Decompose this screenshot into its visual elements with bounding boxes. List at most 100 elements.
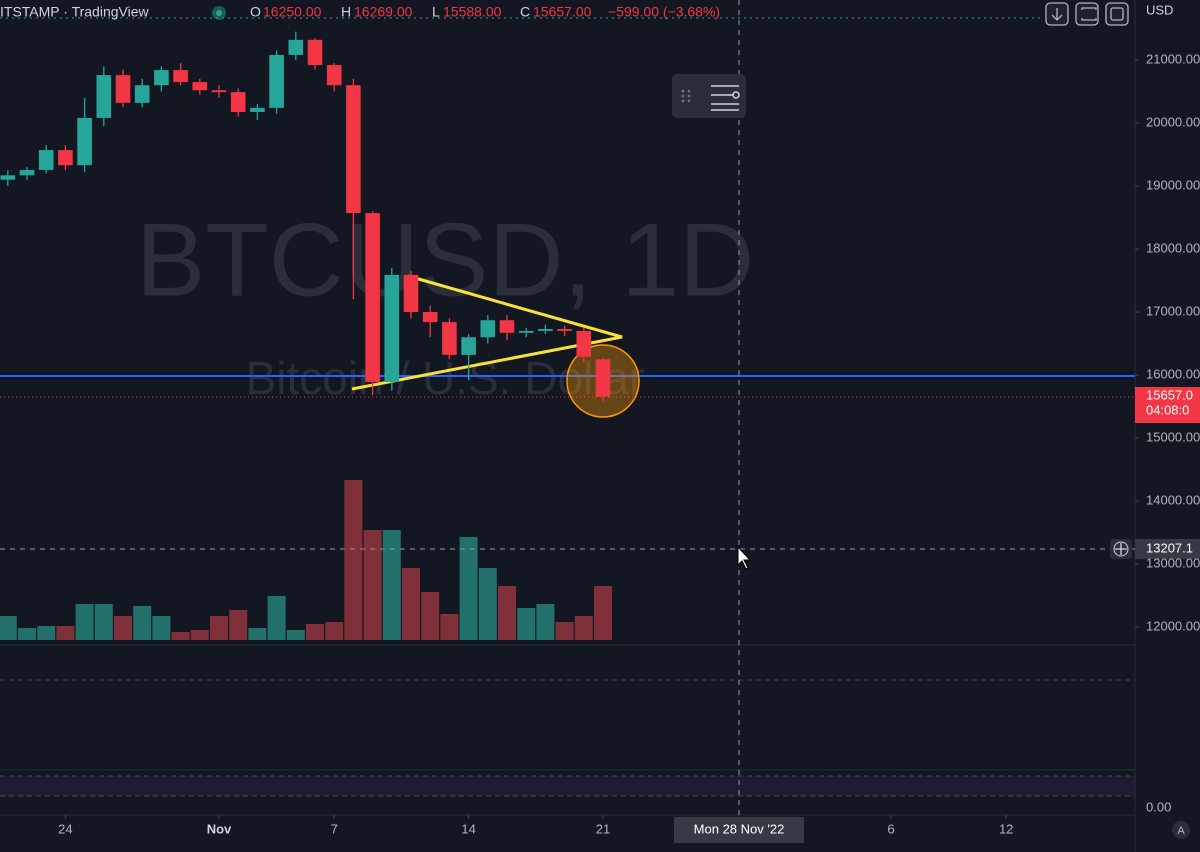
y-tick-label: 12000.00: [1146, 619, 1200, 634]
last-price-label: 15657.0: [1146, 387, 1193, 402]
volume-bar: [209, 616, 229, 640]
y-tick-label: 19000.00: [1146, 177, 1200, 192]
volume-bar: [171, 632, 190, 640]
x-tick-label: 7: [331, 821, 338, 836]
volume-bar: [382, 530, 401, 640]
volume-bar: [267, 596, 286, 640]
candle-body: [58, 150, 73, 166]
fullscreen-icon: [1110, 7, 1124, 21]
market-status-dot: [216, 10, 222, 16]
candle-body: [211, 90, 227, 93]
ohlc-key: H: [341, 4, 351, 20]
watermark-name: Bitcoin / U.S. Dollar: [246, 352, 645, 404]
pennant-drawing[interactable]: [351, 274, 623, 391]
floating-toolbar[interactable]: [672, 74, 746, 118]
x-tick-label: Nov: [207, 821, 232, 836]
ohlc-value: 15588.00: [443, 4, 502, 20]
volume-bar: [248, 628, 267, 640]
volume-bar: [421, 592, 440, 640]
volume-bar: [56, 626, 75, 640]
drag-handle[interactable]: [681, 89, 691, 103]
volume-bar: [555, 622, 574, 640]
y-tick-label: 13000.00: [1146, 556, 1200, 571]
candle-body: [77, 117, 92, 166]
candle-body: [115, 75, 131, 103]
x-tick-label: 24: [58, 821, 72, 836]
ohlc-value: 16269.00: [354, 4, 413, 20]
settings-icon[interactable]: [711, 85, 740, 111]
volume-bar: [459, 537, 478, 640]
candle-body: [269, 54, 284, 108]
auto-scale-button[interactable]: [1172, 821, 1190, 839]
x-tick-label: 14: [461, 821, 475, 836]
watermark-symbol: BTCUSD, 1D: [136, 202, 754, 318]
volume-bar: [440, 614, 459, 640]
volume-bar: [17, 628, 37, 640]
change-value: −599.00 (−3.68%): [608, 4, 720, 20]
volume-bar: [401, 568, 421, 640]
candle-body: [250, 107, 265, 112]
candle-body: [365, 213, 380, 382]
volume-bar: [0, 616, 17, 640]
plot-area: [0, 31, 613, 640]
candle-body: [403, 274, 419, 313]
currency-label[interactable]: USD: [1146, 2, 1173, 17]
volume-bar: [536, 604, 555, 640]
volume-bar: [478, 568, 497, 640]
candle-body: [96, 75, 112, 118]
volume-bar: [574, 616, 593, 640]
last-price-tag: [1135, 387, 1200, 423]
y-tick-label: 17000.00: [1146, 303, 1200, 318]
volume-bar: [190, 630, 209, 640]
volume-bar: [37, 626, 56, 640]
candle-body: [422, 312, 438, 323]
volume-bar: [152, 616, 171, 640]
auto-scale-label: A: [1177, 825, 1185, 837]
x-tick-label: 12: [999, 821, 1013, 836]
candle-body: [442, 322, 457, 355]
candle-body: [480, 320, 496, 338]
fullscreen-button[interactable]: [1105, 2, 1129, 26]
down-arrow-icon: [1051, 8, 1063, 21]
rsi-band: [0, 776, 1135, 796]
candle-body: [499, 320, 515, 333]
volume-bar: [325, 622, 344, 640]
candle-body: [326, 65, 342, 86]
crosshair-date-label: Mon 28 Nov '22: [694, 821, 785, 836]
y-tick-label: 21000.00: [1146, 51, 1200, 66]
volume-bar: [229, 610, 248, 640]
candle-body: [307, 39, 323, 66]
candle-body: [154, 70, 169, 86]
volume-bar: [593, 586, 613, 640]
ohlc-value: 16250.00: [263, 4, 322, 20]
expand-button[interactable]: [1075, 2, 1099, 26]
volume-bar: [286, 630, 305, 640]
y-tick-label: 14000.00: [1146, 492, 1200, 507]
ohlc-key: C: [520, 4, 530, 20]
y-tick-label: 16000.00: [1146, 366, 1200, 381]
oscillator-tick-label: 0.00: [1146, 799, 1171, 814]
volume-bar: [94, 604, 113, 640]
candle-body: [538, 329, 553, 331]
x-tick-label: 6: [887, 821, 894, 836]
candle-body: [230, 92, 246, 112]
candle-body: [134, 85, 150, 103]
ohlc-value: 15657.00: [533, 4, 592, 20]
x-tick-label: 21: [596, 821, 610, 836]
cursor: [737, 545, 752, 570]
ohlc-key: L: [432, 4, 440, 20]
y-tick-label: 20000.00: [1146, 114, 1200, 129]
plus-icon: [1115, 543, 1127, 555]
volume-bar: [75, 604, 94, 640]
candle-body: [38, 150, 54, 170]
volume-bar: [133, 606, 152, 640]
candle-body: [518, 330, 534, 333]
y-tick-label: 18000.00: [1146, 240, 1200, 255]
candle-body: [384, 274, 400, 382]
candle-body: [173, 70, 188, 83]
candle-body: [192, 82, 208, 91]
crosshair-price-tag: [1135, 539, 1200, 559]
volume-bar: [497, 586, 517, 640]
